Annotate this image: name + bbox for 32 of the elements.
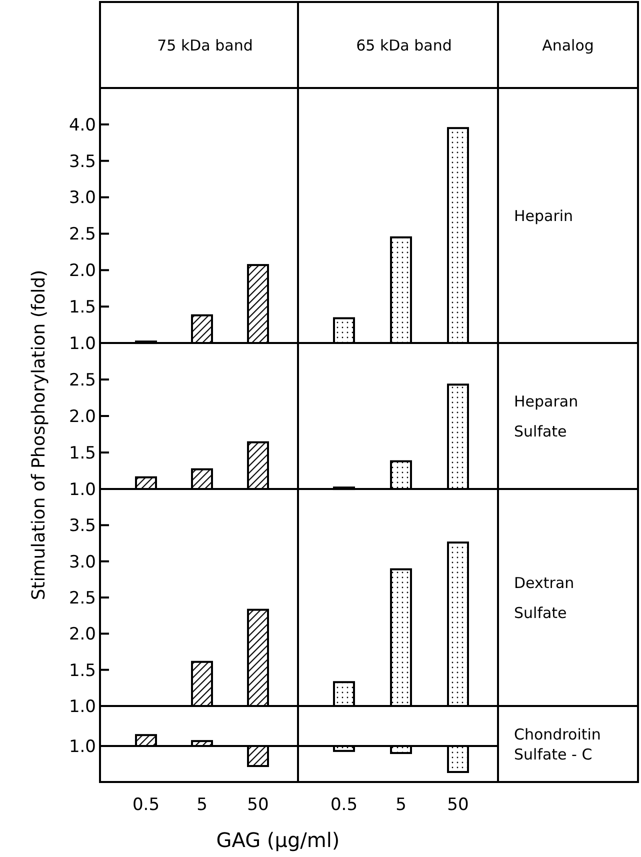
text: Chondroitin Sulfate - C: [514, 725, 601, 764]
y-tick-label: 4.0: [68, 115, 96, 136]
text: Heparin: [514, 206, 574, 225]
y-tick-label: 2.5: [68, 588, 96, 608]
y-tick-label: 1.0: [68, 334, 96, 354]
y-axis-title: Stimulation of Phosphorylation (fold): [28, 270, 50, 600]
y-tick-label: 1.0: [68, 696, 96, 717]
y-tick-label: 3.5: [68, 516, 96, 536]
text: Heparan Sulfate: [514, 392, 578, 440]
y-tick-label: 1.5: [68, 660, 96, 681]
y-tick-label: 1.5: [68, 298, 96, 318]
y-tick-label: 3.0: [68, 552, 96, 572]
y-tick-label: 2.5: [68, 370, 96, 390]
y-tick-label: 1.0: [68, 480, 96, 500]
y-tick-label: 2.5: [68, 224, 96, 245]
y-tick-label: 3.5: [68, 152, 96, 172]
text: Dextran Sulfate: [514, 574, 574, 622]
x-tick-label: 0.5: [132, 795, 160, 815]
x-axis-title: GAG (μg/ml): [216, 828, 340, 852]
category-label: Analog: [542, 36, 594, 54]
y-tick-label: 3.0: [68, 188, 96, 208]
x-tick-label: 5: [396, 795, 406, 815]
x-tick-label: 50: [447, 795, 469, 815]
x-tick-label: 50: [247, 795, 269, 815]
y-tick-label: 1.5: [68, 443, 96, 464]
y-tick-label: 2.0: [68, 624, 96, 645]
category-label: 65 kDa band: [356, 36, 452, 54]
y-tick-label: 2.0: [68, 406, 96, 427]
y-tick-label: 2.0: [68, 261, 96, 282]
category-label: 75 kDa band: [157, 36, 253, 54]
x-tick-label: 5: [196, 795, 208, 815]
x-tick-label: 0.5: [330, 795, 358, 815]
